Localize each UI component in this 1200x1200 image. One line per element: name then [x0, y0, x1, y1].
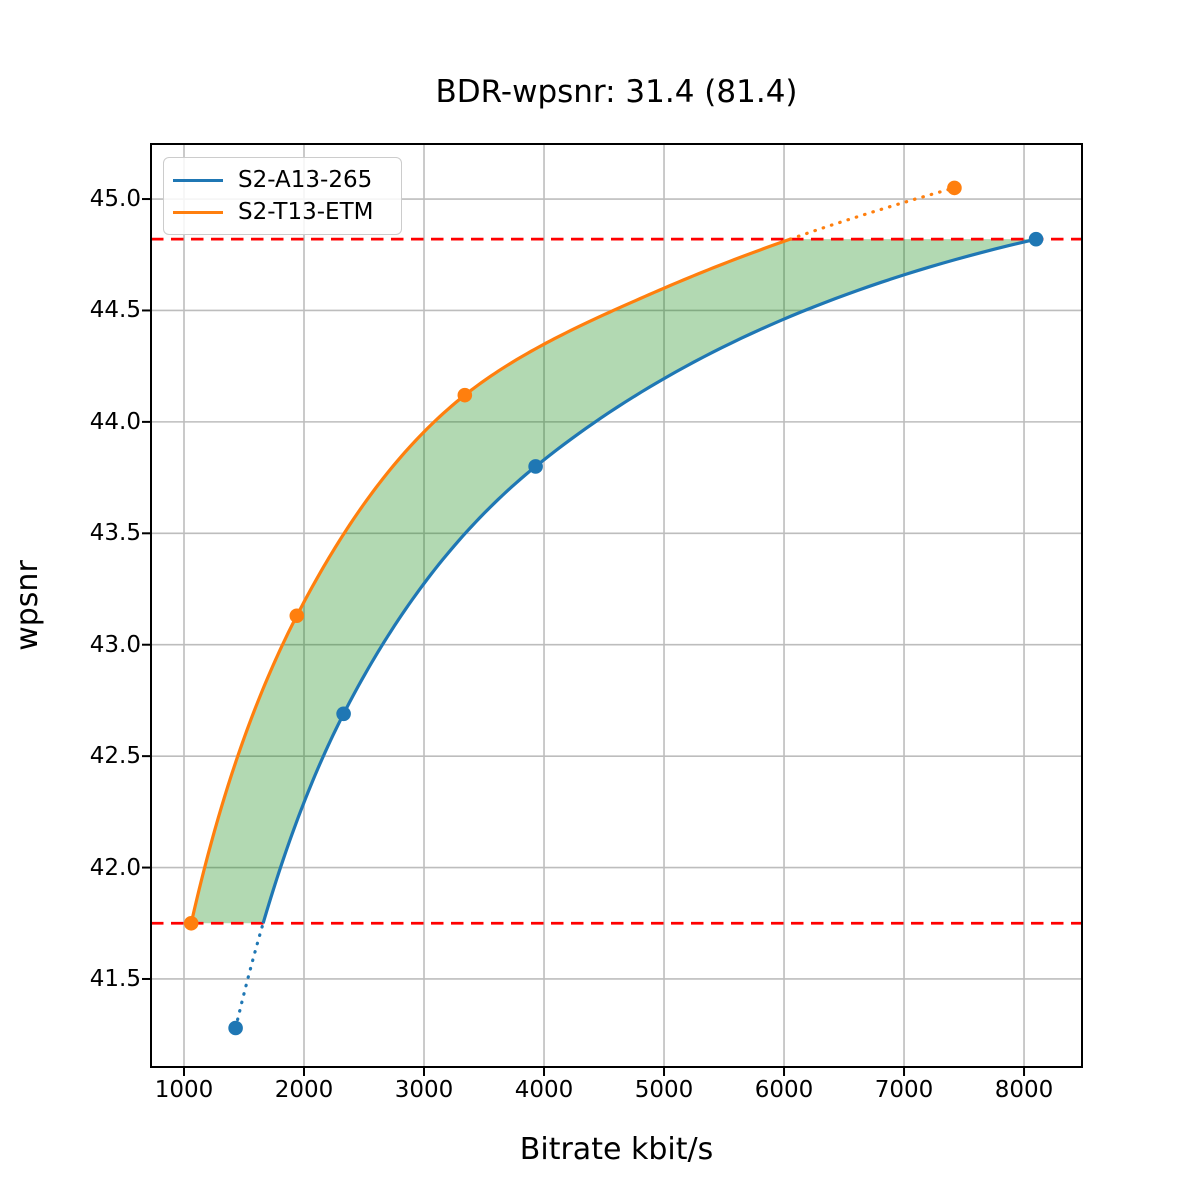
hlines [151, 237, 1082, 925]
series-S2-T13-ETM-curve-dotted-1 [788, 186, 957, 241]
x-tick-label-7000: 7000 [874, 1077, 934, 1103]
series-S2-T13-ETM-marker-3 [947, 180, 962, 196]
x-axis-label: Bitrate kbit/s [519, 1132, 714, 1167]
y-tick-label-43.0: 43.0 [89, 631, 141, 658]
series-S2-T13-ETM-marker-0 [183, 915, 199, 931]
x-tick-label-8000: 8000 [994, 1077, 1054, 1103]
fill-between-region [191, 239, 1037, 924]
plot-border [150, 143, 1083, 1068]
x-tick-label-5000: 5000 [634, 1077, 694, 1103]
legend-entry-s2-t13-etm: S2-T13-ETM [173, 196, 391, 228]
y-axis-label: wpsnr [9, 559, 45, 651]
series-S2-A13-265-marker-1 [336, 706, 351, 722]
legend-line-sample-orange [173, 210, 223, 214]
series-S2-T13-ETM-marker-2 [457, 387, 473, 403]
y-tick-label-44.5: 44.5 [89, 297, 141, 324]
y-tick-label-43.5: 43.5 [89, 520, 141, 547]
series-S2-T13-ETM-curve-solid [189, 237, 791, 924]
legend-label: S2-A13-265 [238, 167, 373, 193]
series-S2-A13-265-curve-solid [261, 237, 1037, 924]
series-S2-A13-265-marker-2 [528, 459, 543, 474]
chart-title: BDR-wpsnr: 31.4 (81.4) [435, 74, 798, 110]
grid [151, 144, 1082, 1067]
series-S2-A13-265-marker-0 [228, 1020, 243, 1036]
series-S2-T13-ETM [183, 180, 962, 931]
x-tick-label-6000: 6000 [754, 1077, 814, 1103]
y-tick-label-42.5: 42.5 [89, 743, 141, 770]
y-tick-label-42.0: 42.0 [89, 854, 141, 881]
x-tick-label-1000: 1000 [154, 1077, 214, 1103]
x-tick-label-2000: 2000 [274, 1077, 334, 1103]
series-S2-A13-265-curve-dotted-0 [234, 921, 265, 1030]
legend-line-sample-blue [173, 178, 223, 182]
y-tick-label-45.0: 45.0 [89, 186, 141, 213]
series-S2-A13-265-marker-3 [1028, 231, 1044, 247]
y-tick-label-44.0: 44.0 [89, 408, 141, 435]
series-S2-T13-ETM-marker-1 [289, 608, 305, 624]
y-tick-label-41.5: 41.5 [89, 965, 141, 992]
series-S2-A13-265 [228, 231, 1044, 1036]
x-tick-label-4000: 4000 [514, 1077, 574, 1103]
legend-label: S2-T13-ETM [238, 199, 374, 225]
x-tick-label-3000: 3000 [394, 1077, 454, 1103]
legend: S2-A13-265 S2-T13-ETM [163, 157, 402, 235]
axis-ticks [142, 198, 1026, 1076]
legend-entry-s2-a13-265: S2-A13-265 [173, 164, 391, 196]
